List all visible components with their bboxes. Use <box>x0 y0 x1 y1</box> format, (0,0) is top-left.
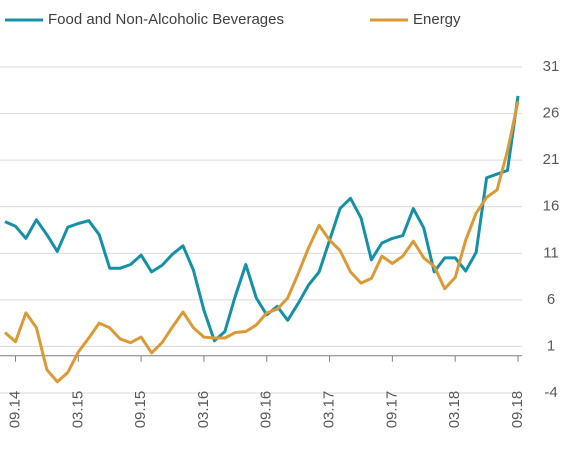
y-tick-label: 31 <box>543 58 560 75</box>
legend-label: Energy <box>413 11 461 28</box>
y-tick-label: 1 <box>547 337 555 354</box>
x-tick-label: 09.14 <box>6 391 23 429</box>
y-tick-label: 6 <box>547 291 555 308</box>
x-tick-label: 03.18 <box>446 391 463 429</box>
y-tick-label: 21 <box>543 151 560 168</box>
legend-label: Food and Non-Alcoholic Beverages <box>48 11 284 28</box>
x-tick-label: 09.16 <box>258 391 275 429</box>
x-tick-label: 03.17 <box>321 391 338 429</box>
series-line <box>4 101 520 384</box>
y-tick-label: 16 <box>543 198 560 215</box>
x-tick-label: 03.15 <box>69 391 86 429</box>
y-tick-label: -4 <box>544 384 557 401</box>
x-tick-label: 09.15 <box>132 391 149 429</box>
y-tick-label: 11 <box>543 244 559 261</box>
x-tick-label: 03.16 <box>195 391 212 429</box>
x-tick-label: 09.18 <box>509 391 526 429</box>
series-line <box>4 95 520 343</box>
x-tick-label: 09.17 <box>383 391 400 429</box>
y-tick-label: 26 <box>543 105 560 122</box>
